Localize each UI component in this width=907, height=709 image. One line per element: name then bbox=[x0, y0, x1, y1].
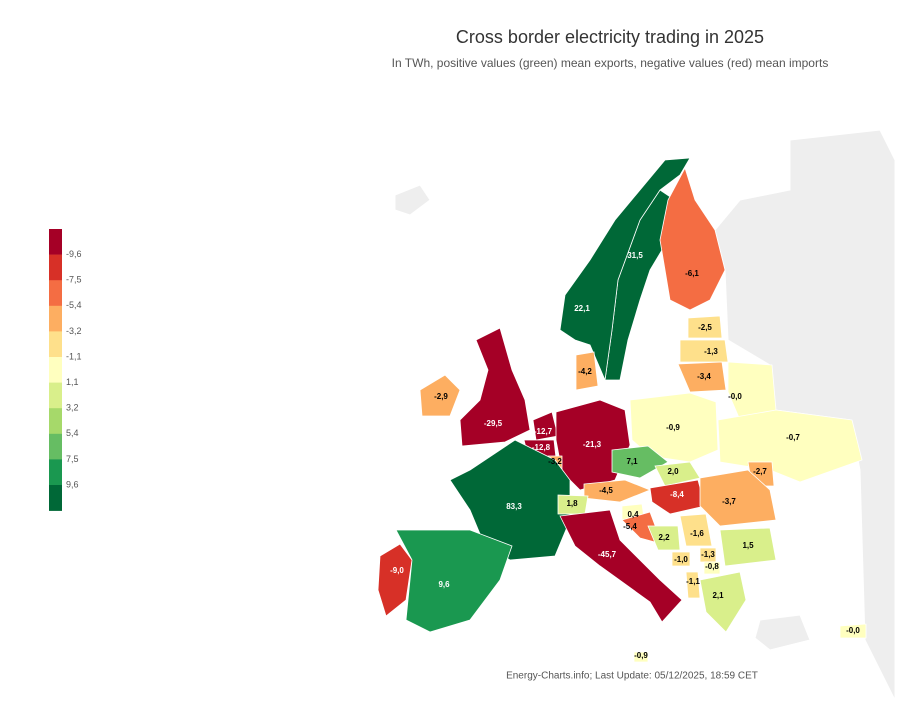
region-value: -0,9 bbox=[666, 423, 680, 432]
land bbox=[394, 184, 431, 216]
region bbox=[703, 561, 721, 575]
region bbox=[559, 509, 683, 623]
region-value: -5,4 bbox=[623, 522, 637, 531]
region-value: 31,5 bbox=[627, 251, 643, 260]
title: Cross border electricity trading in 2025 bbox=[456, 27, 764, 47]
region-value: -1,1 bbox=[686, 577, 700, 586]
region bbox=[459, 327, 531, 447]
region bbox=[839, 623, 867, 639]
footer: Energy-Charts.info; Last Update: 05/12/2… bbox=[506, 671, 758, 682]
legend-swatch bbox=[49, 357, 62, 383]
region-value: -9,0 bbox=[390, 566, 404, 575]
region-value: 1,5 bbox=[742, 541, 754, 550]
legend-swatch bbox=[49, 433, 62, 460]
regions: 31,5 22,1 -6,1 -2,5 -1,3 -3,4 -4,2 -2,9 -29,5 -0,… bbox=[377, 157, 867, 663]
legend-swatch bbox=[49, 254, 62, 281]
legend-swatch bbox=[49, 382, 62, 409]
region-value: 7,1 bbox=[626, 457, 638, 466]
region bbox=[647, 525, 681, 551]
region-value: 2,2 bbox=[658, 533, 670, 542]
region bbox=[699, 469, 777, 527]
legend-label: -7,5 bbox=[66, 275, 82, 285]
region bbox=[395, 529, 513, 633]
region bbox=[559, 157, 691, 382]
legend-label: -3,2 bbox=[66, 326, 82, 336]
region bbox=[687, 315, 723, 339]
region-value: -45,7 bbox=[598, 550, 617, 559]
region-value: -0,8 bbox=[705, 562, 719, 571]
legend-swatch bbox=[49, 331, 62, 358]
region bbox=[629, 392, 719, 463]
legend-swatch bbox=[49, 229, 62, 255]
region-value: -0,7 bbox=[786, 433, 800, 442]
region bbox=[671, 551, 691, 567]
region-value: -0,0 bbox=[728, 392, 742, 401]
region-value: -21,3 bbox=[583, 440, 602, 449]
region-value: -2,9 bbox=[434, 392, 448, 401]
region-value: -12,7 bbox=[534, 427, 553, 436]
region-value: -3,4 bbox=[697, 372, 711, 381]
region-value: -3,7 bbox=[722, 497, 736, 506]
legend-label: 1,1 bbox=[66, 377, 79, 387]
region bbox=[685, 571, 701, 599]
region bbox=[719, 527, 777, 567]
region bbox=[633, 651, 649, 663]
legend-swatch bbox=[49, 485, 62, 511]
region-value: -4,2 bbox=[578, 367, 592, 376]
legend-label: 9,6 bbox=[66, 479, 79, 489]
region-value: 0,4 bbox=[627, 510, 639, 519]
region-value: 83,3 bbox=[506, 502, 522, 511]
subtitle: In TWh, positive values (green) mean exp… bbox=[392, 56, 829, 70]
legend-label: 3,2 bbox=[66, 403, 79, 413]
region bbox=[677, 361, 727, 393]
region bbox=[611, 445, 669, 479]
legend-swatch bbox=[49, 305, 62, 332]
region-value: -3,2 bbox=[548, 457, 562, 466]
legend-label: 7,5 bbox=[66, 454, 79, 464]
region-value: 2,1 bbox=[712, 591, 724, 600]
region-value: -1,3 bbox=[704, 347, 718, 356]
region bbox=[583, 479, 652, 503]
region bbox=[377, 543, 413, 617]
region-value: -1,3 bbox=[701, 550, 715, 559]
region-value: -0,9 bbox=[634, 651, 648, 660]
legend-label: 5,4 bbox=[66, 428, 79, 438]
region bbox=[699, 571, 747, 633]
region-value: -12,8 bbox=[532, 443, 551, 452]
region bbox=[449, 439, 571, 561]
region-value: 22,1 bbox=[574, 304, 590, 313]
legend-label: -1,1 bbox=[66, 351, 82, 361]
region-value: 1,8 bbox=[566, 499, 578, 508]
region-value: 2,0 bbox=[667, 467, 679, 476]
region-value: -29,5 bbox=[484, 419, 503, 428]
land bbox=[754, 614, 811, 651]
region-value: -1,6 bbox=[690, 529, 704, 538]
region bbox=[555, 399, 631, 491]
legend-label: -5,4 bbox=[66, 300, 82, 310]
region bbox=[659, 166, 726, 311]
legend: -9,6 -7,5 -5,4 -3,2 -1,1 1,1 3,2 5,4 7,5 9,6 bbox=[49, 229, 82, 511]
region bbox=[575, 351, 599, 391]
region-value: -0,0 bbox=[846, 626, 860, 635]
region-value: -8,4 bbox=[670, 490, 684, 499]
legend-swatch bbox=[49, 459, 62, 486]
region-value: -1,0 bbox=[674, 555, 688, 564]
region-value: -4,5 bbox=[599, 486, 613, 495]
region-value: -2,5 bbox=[698, 323, 712, 332]
region-value: -6,1 bbox=[685, 269, 699, 278]
region-value: -2,7 bbox=[753, 467, 767, 476]
legend-label: -9,6 bbox=[66, 249, 82, 259]
region bbox=[649, 479, 706, 515]
legend-swatch bbox=[49, 280, 62, 307]
region bbox=[419, 374, 461, 417]
region bbox=[679, 513, 713, 547]
legend-swatch bbox=[49, 408, 62, 435]
region-value: 9,6 bbox=[438, 580, 450, 589]
